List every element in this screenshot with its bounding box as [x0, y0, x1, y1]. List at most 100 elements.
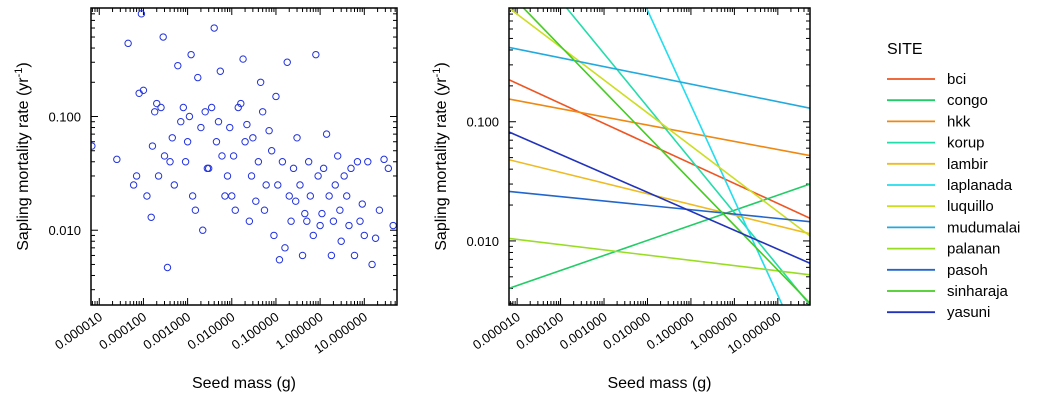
scatter-point [137, 10, 146, 18]
series-line-congo [509, 183, 810, 290]
scatter-point [252, 197, 260, 205]
scatter-point [389, 221, 397, 230]
scatter-point [265, 127, 273, 135]
scatter-point [336, 206, 344, 214]
scatter-point [129, 181, 138, 189]
scatter-point [216, 67, 225, 75]
scatter-point [199, 226, 207, 234]
scatter-point [245, 217, 254, 225]
scatter-point [256, 78, 265, 86]
series-line-pasoh [509, 190, 810, 223]
scatter-point [197, 123, 205, 132]
scatter-point [350, 251, 359, 260]
scatter-point [228, 192, 236, 200]
scatter-point [347, 164, 355, 173]
scatter-point [331, 181, 339, 189]
scatter-point [201, 108, 209, 116]
legend: SITE bci congo hkk korup lambir laplanada luqui… [887, 41, 1020, 321]
scatter-point [160, 152, 169, 160]
scatter-point [204, 164, 213, 173]
scatter-point [179, 103, 188, 112]
line-panel: 0.0000100.0001000.0010000.0100000.100000… [431, 7, 811, 392]
plot-frame [508, 7, 811, 306]
scatter-point [214, 118, 223, 126]
scatter-point [187, 50, 195, 59]
scatter-point [360, 231, 368, 240]
legend-label-palanan: palanan [947, 241, 1000, 258]
scatter-point [364, 158, 372, 166]
legend-label-mudumalai: mudumalai [947, 219, 1020, 236]
series-line-hkk [509, 98, 810, 157]
y-axis-label: Sapling mortality rate (yr-1) [431, 62, 450, 251]
scatter-point [371, 234, 380, 242]
plot-frame [90, 7, 398, 306]
scatter-point [234, 103, 242, 112]
legend-label-yasuni: yasuni [947, 304, 990, 321]
scatter-point [312, 50, 320, 59]
scatter-point [191, 206, 200, 214]
scatter-point [210, 24, 218, 32]
scatter-point [340, 172, 348, 180]
x-tick-label: 0.000010 [470, 309, 523, 352]
scatter-point [358, 200, 366, 208]
x-tick-label: 0.100000 [229, 309, 282, 352]
scatter-point [223, 172, 232, 180]
scatter-point [91, 142, 96, 150]
scatter-point [237, 99, 245, 108]
scatter-point [329, 217, 338, 225]
legend-label-lambir: lambir [947, 156, 988, 173]
x-axis-label: Seed mass (g) [192, 375, 296, 392]
legend-label-laplanada: laplanada [947, 177, 1013, 194]
series-line-mudumalai [509, 46, 810, 109]
scatter-point [239, 55, 247, 63]
legend-label-korup: korup [947, 135, 985, 152]
scatter-point [296, 181, 304, 189]
scatter-point [274, 181, 282, 189]
scatter-point [181, 158, 190, 166]
scatter-point [226, 123, 234, 132]
x-tick-label: 0.010000 [600, 309, 653, 352]
scatter-point [153, 99, 161, 108]
scatter-point [207, 103, 216, 112]
scatter-point [148, 142, 157, 150]
scatter-point [325, 192, 333, 200]
plot-area [509, 8, 810, 305]
scatter-point [345, 221, 353, 230]
series-line-lambir [509, 158, 810, 235]
scatter-point [318, 209, 326, 218]
scatter-point [316, 221, 324, 230]
x-tick-label: 0.001000 [140, 309, 193, 352]
scatter-point [147, 213, 155, 221]
scatter-point [353, 158, 362, 166]
series-line-palanan [509, 237, 810, 276]
scatter-point [243, 120, 251, 129]
series-line-laplanada [645, 8, 784, 305]
scatter-point [124, 39, 132, 48]
scatter-point [334, 152, 342, 160]
scatter-point [309, 231, 317, 240]
x-tick-label: 0.000100 [96, 309, 149, 352]
scatter-point [188, 192, 197, 200]
x-tick-label: 0.000010 [52, 309, 105, 352]
scatter-point [139, 86, 148, 95]
scatter-point [174, 61, 182, 70]
legend-label-luquillo: luquillo [947, 198, 994, 215]
legend-label-hkk: hkk [947, 113, 971, 130]
scatter-point [143, 192, 151, 200]
scatter-point [262, 181, 270, 189]
series-line-yasuni [509, 131, 810, 264]
scatter-point [157, 103, 165, 112]
scatter-point [270, 231, 278, 240]
scatter-point [278, 158, 287, 166]
scatter-point [132, 172, 141, 180]
scatter-point [272, 92, 280, 101]
y-tick-label: 0.100 [466, 115, 499, 130]
series-line-sinharaja [522, 8, 810, 304]
scatter-point [159, 33, 167, 41]
scatter-point [319, 164, 328, 173]
scatter-point [177, 118, 185, 126]
legend-label-sinharaja: sinharaja [947, 283, 1009, 300]
scatter-point [194, 73, 202, 82]
scatter-point [267, 147, 276, 155]
